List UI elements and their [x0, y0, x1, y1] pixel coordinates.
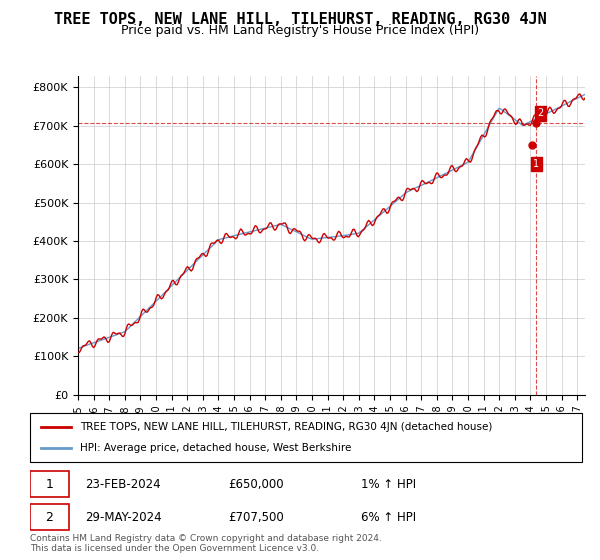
Text: Contains HM Land Registry data © Crown copyright and database right 2024.
This d: Contains HM Land Registry data © Crown c… [30, 534, 382, 553]
Text: £650,000: £650,000 [229, 478, 284, 491]
Text: 2: 2 [46, 511, 53, 524]
Text: TREE TOPS, NEW LANE HILL, TILEHURST, READING, RG30 4JN (detached house): TREE TOPS, NEW LANE HILL, TILEHURST, REA… [80, 422, 492, 432]
Text: 29-MAY-2024: 29-MAY-2024 [85, 511, 162, 524]
FancyBboxPatch shape [30, 471, 68, 497]
Text: 2: 2 [537, 108, 543, 118]
Text: 23-FEB-2024: 23-FEB-2024 [85, 478, 161, 491]
FancyBboxPatch shape [30, 413, 582, 462]
Text: £707,500: £707,500 [229, 511, 284, 524]
Text: 1% ↑ HPI: 1% ↑ HPI [361, 478, 416, 491]
Text: TREE TOPS, NEW LANE HILL, TILEHURST, READING, RG30 4JN: TREE TOPS, NEW LANE HILL, TILEHURST, REA… [53, 12, 547, 27]
Text: 1: 1 [533, 159, 539, 169]
Text: 1: 1 [46, 478, 53, 491]
Text: HPI: Average price, detached house, West Berkshire: HPI: Average price, detached house, West… [80, 443, 351, 453]
FancyBboxPatch shape [30, 504, 68, 530]
Text: Price paid vs. HM Land Registry's House Price Index (HPI): Price paid vs. HM Land Registry's House … [121, 24, 479, 37]
Text: 6% ↑ HPI: 6% ↑ HPI [361, 511, 416, 524]
